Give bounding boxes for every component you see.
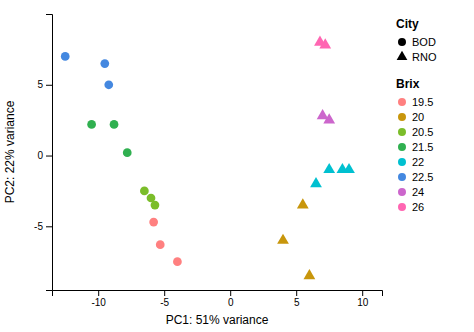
series bbox=[61, 52, 113, 89]
legend-label: 19.5 bbox=[412, 96, 433, 108]
legend-entry: BOD bbox=[398, 36, 436, 48]
legend-marker bbox=[398, 113, 406, 121]
y-axis-line bbox=[46, 15, 53, 291]
point bbox=[323, 113, 335, 123]
legend-label: 20.5 bbox=[412, 126, 433, 138]
legend-label: 20 bbox=[412, 111, 424, 123]
legend-marker bbox=[398, 143, 406, 151]
x-tick-mark bbox=[362, 290, 363, 296]
legend-entry: 24 bbox=[398, 186, 424, 198]
x-tick: 0 bbox=[228, 290, 234, 308]
x-tick-mark bbox=[296, 290, 297, 296]
legend: City BOD RNO Brix 19.5 20 20.5 21.5 22 22.5 24 26 bbox=[396, 17, 437, 213]
point bbox=[156, 240, 165, 249]
chart-container: -10 -5 0 5 10 -5 0 5 PC1: 51% variance PC2: 22% v… bbox=[0, 0, 474, 332]
series bbox=[149, 218, 182, 266]
x-tick-mark bbox=[98, 290, 99, 296]
y-axis: -5 0 5 bbox=[34, 15, 52, 291]
y-tick-mark bbox=[46, 85, 52, 86]
series bbox=[140, 187, 159, 210]
y-tick: 5 bbox=[37, 79, 52, 90]
legend-label: 22.5 bbox=[412, 171, 433, 183]
legend-marker bbox=[398, 188, 406, 196]
point bbox=[140, 187, 149, 196]
x-tick-label: -10 bbox=[91, 297, 106, 308]
legend-entry: RNO bbox=[397, 51, 437, 63]
point bbox=[173, 257, 182, 266]
point bbox=[151, 201, 160, 210]
x-axis-line bbox=[53, 291, 383, 297]
point bbox=[343, 163, 355, 173]
y-tick: 0 bbox=[37, 150, 52, 161]
point bbox=[110, 120, 119, 129]
x-tick-label: 0 bbox=[228, 297, 234, 308]
point bbox=[297, 198, 309, 208]
points bbox=[61, 36, 355, 280]
point bbox=[310, 177, 322, 187]
y-tick-label: -5 bbox=[34, 221, 43, 232]
y-tick-mark bbox=[46, 156, 52, 157]
point bbox=[104, 80, 113, 89]
series bbox=[317, 109, 335, 123]
legend-entry: 22.5 bbox=[398, 171, 433, 183]
series bbox=[277, 198, 315, 279]
x-tick-label: 5 bbox=[294, 297, 300, 308]
legend-entry: 19.5 bbox=[398, 96, 433, 108]
point bbox=[304, 269, 316, 279]
series bbox=[310, 163, 355, 187]
legend-label: BOD bbox=[412, 36, 436, 48]
legend-label: 24 bbox=[412, 186, 424, 198]
point bbox=[123, 148, 132, 157]
legend-marker bbox=[397, 51, 408, 60]
legend-label: RNO bbox=[412, 51, 437, 63]
legend-title: City bbox=[396, 17, 419, 31]
legend-marker bbox=[398, 98, 406, 106]
x-axis-title: PC1: 51% variance bbox=[166, 313, 269, 327]
point bbox=[100, 59, 109, 68]
legend-entry: 26 bbox=[398, 201, 424, 213]
y-axis-title: PC2: 22% variance bbox=[3, 100, 17, 203]
point bbox=[319, 38, 331, 48]
x-tick-label: 10 bbox=[357, 297, 369, 308]
x-tick: -10 bbox=[91, 290, 106, 308]
legend-marker bbox=[398, 38, 406, 46]
point bbox=[323, 163, 335, 173]
legend-marker bbox=[398, 203, 406, 211]
x-tick: 10 bbox=[357, 290, 369, 308]
y-tick-mark bbox=[46, 226, 52, 227]
legend-label: 21.5 bbox=[412, 141, 433, 153]
x-tick-label: -5 bbox=[160, 297, 169, 308]
point bbox=[61, 52, 70, 61]
y-tick: -5 bbox=[34, 221, 52, 232]
x-axis: -10 -5 0 5 10 bbox=[53, 290, 383, 308]
x-tick-mark bbox=[164, 290, 165, 296]
legend-entry: 22 bbox=[398, 156, 424, 168]
legend-title: Brix bbox=[396, 77, 420, 91]
x-tick: -5 bbox=[160, 290, 169, 308]
point bbox=[277, 234, 289, 244]
x-tick-mark bbox=[230, 290, 231, 296]
series bbox=[87, 120, 131, 157]
chart-svg: -10 -5 0 5 10 -5 0 5 PC1: 51% variance PC2: 22% v… bbox=[0, 0, 474, 332]
legend-marker bbox=[398, 158, 406, 166]
series bbox=[314, 36, 331, 49]
legend-entry: 20 bbox=[398, 111, 424, 123]
legend-marker bbox=[398, 128, 406, 136]
legend-label: 22 bbox=[412, 156, 424, 168]
y-tick-label: 5 bbox=[37, 79, 43, 90]
legend-entry: 21.5 bbox=[398, 141, 433, 153]
legend-marker bbox=[398, 173, 406, 181]
x-tick: 5 bbox=[294, 290, 300, 308]
legend-entry: 20.5 bbox=[398, 126, 433, 138]
legend-label: 26 bbox=[412, 201, 424, 213]
plot-area: -10 -5 0 5 10 -5 0 5 bbox=[34, 15, 382, 309]
point bbox=[87, 120, 96, 129]
point bbox=[149, 218, 158, 227]
y-tick-label: 0 bbox=[37, 150, 43, 161]
